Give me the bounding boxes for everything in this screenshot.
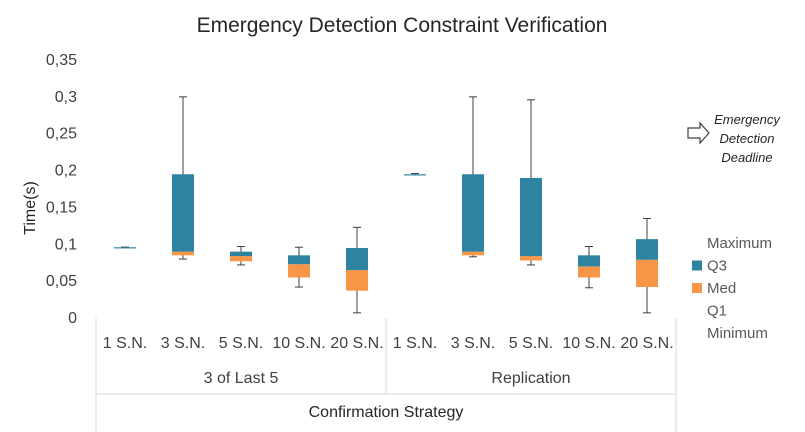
x-tick-label: 20 S.N.	[330, 335, 383, 352]
box-lower	[636, 259, 658, 288]
legend-label: Q3	[707, 258, 727, 275]
y-tick-label: 0,35	[46, 52, 77, 69]
legend-swatch	[692, 283, 702, 293]
annotation-line: Emergency	[714, 112, 780, 127]
y-tick-label: 0,2	[55, 163, 77, 180]
x-tick-label: 3 S.N.	[161, 335, 205, 352]
box-upper	[636, 239, 658, 260]
deadline-annotation: Emergency Detection Deadline	[712, 110, 782, 167]
box-lower	[578, 266, 600, 278]
box-upper	[404, 174, 426, 176]
x-tick-label: 10 S.N.	[272, 335, 325, 352]
x-group-label: Replication	[491, 370, 570, 387]
box-upper	[520, 177, 542, 257]
deadline-arrow-icon	[687, 121, 710, 145]
legend-label: Minimum	[707, 325, 768, 342]
x-tick-label: 3 S.N.	[451, 335, 495, 352]
legend-label: Q1	[707, 303, 727, 320]
legend-label: Maximum	[707, 235, 772, 252]
legend-label: Med	[707, 280, 736, 297]
x-tick-label: 1 S.N.	[103, 335, 147, 352]
box-plot-series	[114, 96, 658, 314]
box-lower	[462, 251, 484, 256]
box-upper	[578, 255, 600, 267]
box-upper	[346, 247, 368, 271]
annotation-line: Deadline	[721, 150, 773, 165]
x-group-label: 3 of Last 5	[204, 370, 279, 387]
y-tick-label: 0,3	[55, 89, 77, 106]
x-tick-label: 20 S.N.	[620, 335, 673, 352]
y-tick-label: 0,15	[46, 199, 77, 216]
legend-swatch	[692, 260, 702, 271]
box-upper	[230, 251, 252, 257]
x-tick-label: 5 S.N.	[219, 335, 263, 352]
y-tick-label: 0,25	[46, 126, 77, 143]
x-axis: 3 of Last 5 1 S.N. 3 S.N. 5 S.N. 10 S.N. 20 S…	[95, 318, 677, 432]
box-upper	[114, 247, 136, 249]
y-tick-label: 0,1	[55, 236, 77, 253]
y-axis-ticks: 0 0,05 0,1 0,15 0,2 0,25 0,3 0,35	[46, 52, 77, 327]
box-lower	[346, 270, 368, 291]
legend: Maximum Q3 Med Q1 Minimum	[692, 235, 772, 342]
box-upper	[462, 174, 484, 252]
box-lower	[520, 256, 542, 261]
x-axis-title: Confirmation Strategy	[309, 404, 464, 421]
annotation-line: Detection	[719, 131, 775, 146]
box-upper	[288, 255, 310, 265]
box-lower	[288, 264, 310, 278]
x-tick-label: 1 S.N.	[393, 335, 437, 352]
y-axis-title: Time(s)	[22, 181, 39, 235]
y-tick-label: 0	[68, 310, 77, 327]
x-tick-label: 10 S.N.	[562, 335, 615, 352]
y-tick-label: 0,05	[46, 273, 77, 290]
box-lower	[172, 251, 194, 256]
box-lower	[230, 256, 252, 262]
chart-title: Emergency Detection Constraint Verificat…	[197, 14, 608, 37]
x-tick-label: 5 S.N.	[509, 335, 553, 352]
box-upper	[172, 174, 194, 252]
